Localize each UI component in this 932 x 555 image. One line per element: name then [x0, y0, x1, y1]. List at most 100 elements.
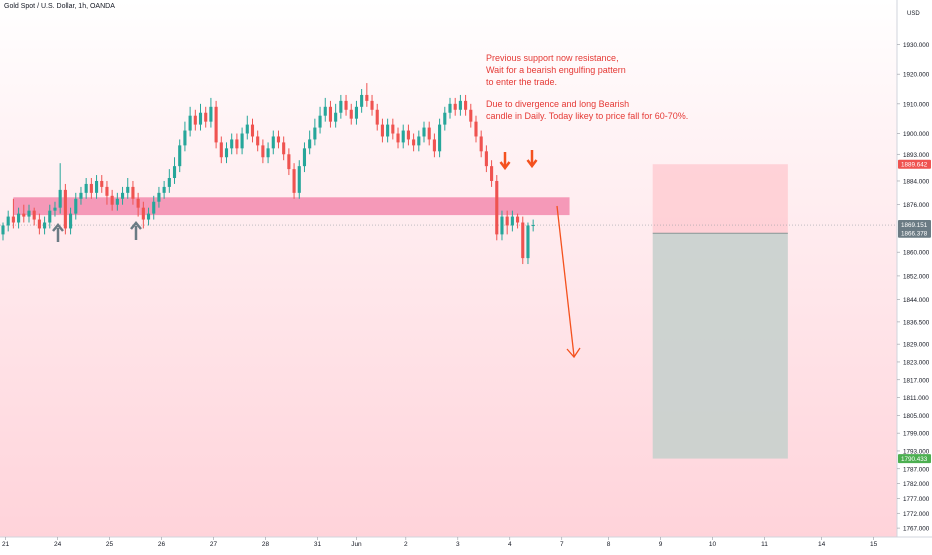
candle-body — [526, 225, 530, 259]
y-tick-label: 1805.000 — [903, 413, 930, 420]
y-tick-label: 1836.500 — [903, 319, 930, 326]
candle-body — [219, 142, 223, 158]
projection-arrow-icon — [556, 205, 581, 359]
candle-body — [349, 109, 353, 119]
candle-body — [510, 216, 514, 226]
candle — [11, 198, 15, 229]
candle-body — [94, 180, 99, 193]
candle-body — [458, 100, 462, 110]
up-arrow-icon — [52, 223, 64, 242]
candle — [214, 100, 218, 149]
candle-body — [193, 115, 197, 125]
candle — [63, 183, 67, 235]
candle-body — [32, 210, 36, 220]
candle — [250, 118, 255, 143]
candle-body — [17, 213, 21, 223]
candle — [453, 97, 457, 116]
candle-body — [297, 166, 301, 193]
candle-body — [401, 130, 405, 143]
candle-body — [172, 166, 177, 179]
stop-loss-zone[interactable] — [652, 164, 788, 234]
candle-body — [302, 148, 307, 167]
x-tick-label: 4 — [508, 541, 512, 548]
candle — [188, 106, 192, 137]
candle-body — [146, 213, 151, 220]
candle — [126, 178, 130, 199]
price-scale-background — [897, 0, 932, 537]
candle — [167, 169, 171, 193]
x-tick-label: 24 — [54, 541, 62, 548]
price-label-text: 1869.151 — [901, 222, 928, 229]
candle-body — [89, 183, 93, 193]
down-arrow-icon — [526, 150, 538, 169]
candle — [183, 121, 187, 152]
candle-body — [230, 139, 234, 149]
candle — [526, 222, 530, 265]
candle — [94, 175, 99, 199]
y-tick-label: 1811.000 — [903, 395, 929, 402]
take-profit-zone[interactable] — [652, 233, 788, 459]
candle — [354, 100, 359, 125]
candle — [276, 130, 281, 149]
candle-body — [328, 106, 333, 122]
candle — [224, 142, 229, 164]
candle-body — [105, 186, 109, 196]
annotation-line: Due to divergence and long Bearish — [486, 99, 630, 109]
candle-body — [323, 106, 327, 116]
candle — [292, 163, 296, 199]
candle — [240, 127, 244, 155]
y-tick-label: 1777.000 — [903, 496, 930, 503]
candle — [105, 180, 109, 205]
candle-body — [505, 216, 509, 226]
candle — [302, 142, 307, 173]
candle-body — [162, 186, 166, 193]
price-label-bg — [898, 228, 931, 238]
candle — [380, 118, 384, 143]
x-tick-label: 14 — [818, 541, 826, 548]
candle-body — [11, 216, 15, 223]
candle-body — [339, 100, 343, 113]
x-tick-label: 9 — [659, 541, 663, 548]
candle — [422, 121, 426, 143]
candle — [120, 186, 125, 205]
candle — [490, 160, 494, 187]
candle-body — [235, 139, 239, 149]
candle-body — [69, 213, 73, 229]
candle-body — [427, 127, 431, 140]
candle — [89, 178, 93, 199]
candle-body — [360, 94, 364, 107]
candle — [152, 195, 156, 220]
candle — [339, 94, 343, 119]
candle-body — [521, 222, 525, 259]
resistance-zone[interactable] — [13, 197, 570, 216]
candle — [32, 207, 36, 226]
candle-body — [448, 103, 452, 113]
candle — [443, 106, 447, 131]
candle-body — [27, 210, 31, 217]
candle — [516, 213, 520, 229]
candle-body — [464, 100, 468, 110]
candle — [391, 118, 395, 140]
candle — [131, 180, 135, 205]
candle — [510, 210, 514, 232]
candle — [297, 160, 301, 199]
y-tick-label: 1793.000 — [903, 448, 930, 455]
y-tick-label: 1829.000 — [903, 342, 930, 349]
candle-body — [136, 198, 140, 208]
annotation-line: candle in Daily. Today likey to price fa… — [486, 111, 689, 121]
candle — [417, 130, 421, 152]
candle — [84, 178, 88, 199]
candle-body — [495, 180, 499, 235]
candle — [479, 130, 483, 158]
candle-body — [308, 139, 312, 149]
candle-body — [500, 216, 504, 235]
candle — [495, 175, 499, 241]
annotation-divergence-note: Due to divergence and long Bearish candl… — [486, 98, 688, 122]
candle-body — [266, 148, 270, 158]
candle — [271, 130, 275, 155]
y-tick-label: 1876.000 — [903, 202, 930, 209]
candle — [438, 118, 442, 158]
candle — [204, 106, 208, 128]
